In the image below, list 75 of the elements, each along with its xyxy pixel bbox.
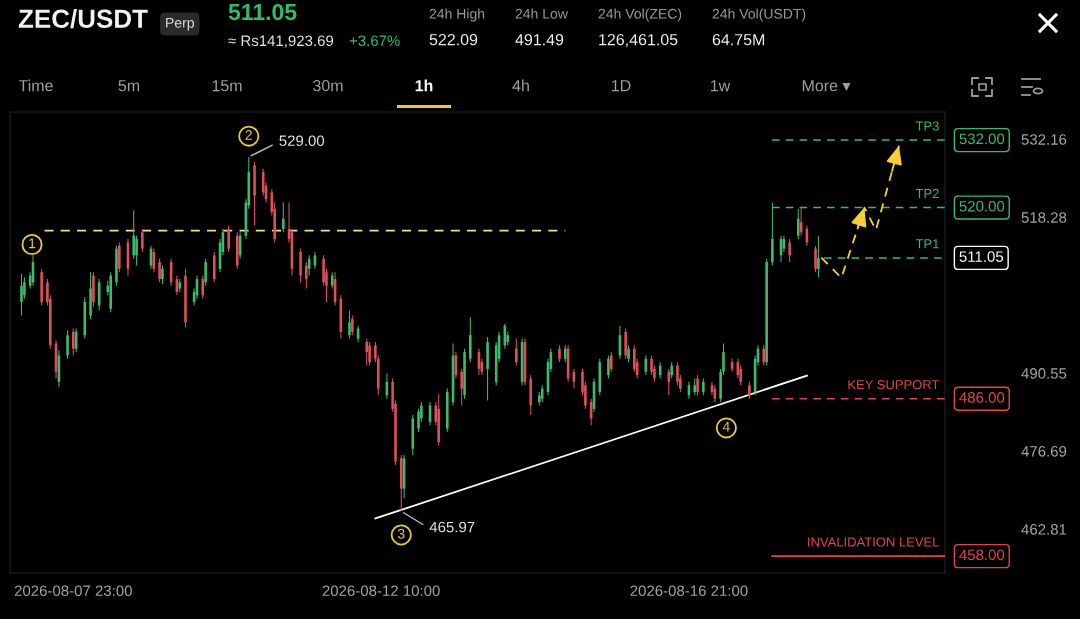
candlestick (515, 338, 518, 367)
candlestick (469, 316, 472, 363)
x-tick-label: 2026-08-12 10:00 (322, 585, 440, 597)
text: 24h Vol(USDT) (712, 8, 806, 22)
candlestick (158, 258, 161, 283)
candlestick (348, 309, 351, 340)
text: 1D (611, 80, 631, 92)
candlestick (201, 275, 205, 300)
ref-line-label: KEY SUPPORT (848, 380, 940, 390)
candlestick (365, 338, 369, 367)
candlestick (118, 241, 121, 273)
text: 1h (415, 79, 433, 92)
candlestick (788, 238, 791, 263)
text: 15m (212, 80, 242, 92)
candlestick (66, 329, 69, 360)
x-tick-label: 2026-08-07 23:00 (14, 585, 132, 597)
text: 30m (313, 79, 343, 92)
candlestick (204, 258, 207, 287)
candlestick (607, 354, 610, 379)
y-tick-label: 476.69 (1021, 446, 1067, 457)
y-tick-label: 518.28 (1021, 212, 1067, 223)
text: 511.05 (228, 3, 297, 21)
candlestick (460, 368, 463, 406)
text: 522.09 (429, 33, 478, 46)
chart-subtitle: Perp (166, 17, 194, 31)
candlestick (814, 245, 817, 273)
candlestick (282, 201, 285, 233)
text: 5m (118, 80, 140, 92)
candlestick (212, 251, 216, 283)
text: 126,461.05 (599, 33, 678, 48)
ref-line-label: INVALIDATION LEVEL (808, 537, 939, 547)
annotation: 520.00 (959, 200, 1005, 212)
annotation: 532.00 (959, 133, 1005, 145)
annotation: 529.00 (279, 135, 325, 146)
candlestick (817, 235, 820, 278)
text: More ▾ (802, 80, 851, 92)
annotation: 1 (29, 238, 36, 249)
text: 24h Vol(ZEC) (598, 8, 682, 22)
text: 4h (512, 79, 529, 92)
candlestick (161, 264, 164, 285)
annotation: 511.05 (959, 251, 1004, 262)
annotation: 486.00 (959, 392, 1005, 403)
text: +3.67% (349, 35, 400, 47)
text: ≈ Rs141,923.69 (228, 35, 334, 48)
candlestick (305, 261, 308, 290)
candlestick (624, 327, 627, 360)
candlestick (227, 225, 230, 253)
candlestick (351, 314, 354, 336)
candlestick (299, 248, 302, 283)
text: 1w (710, 80, 731, 92)
annotation: 458.00 (959, 549, 1005, 561)
chart-title: ZEC/USDT (18, 8, 148, 29)
x-tick-label: 2026-08-16 21:00 (630, 585, 748, 597)
annotation: 2 (245, 129, 252, 140)
candlestick (609, 351, 613, 373)
y-tick-label: 462.81 (1021, 524, 1067, 535)
text: 491.49 (515, 33, 564, 46)
candlestick (368, 341, 371, 367)
y-tick-label: 532.16 (1021, 134, 1067, 145)
text: 24h High (429, 8, 485, 22)
candlestick (135, 235, 138, 266)
candlestick (72, 327, 75, 356)
candlestick (762, 344, 766, 367)
annotation: 3 (397, 528, 405, 539)
text: Time (18, 79, 53, 92)
annotation: 4 (722, 421, 730, 432)
ref-line-label: TP2 (915, 188, 939, 198)
ref-line-label: TP1 (915, 239, 939, 249)
ref-line-label: TP3 (915, 121, 939, 131)
y-tick-label: 490.55 (1021, 368, 1067, 379)
text: 24h Low (515, 8, 568, 19)
text: 64.75M (712, 33, 765, 46)
candlestick (20, 273, 23, 317)
candlestick (141, 228, 144, 253)
annotation: 465.97 (429, 521, 475, 533)
